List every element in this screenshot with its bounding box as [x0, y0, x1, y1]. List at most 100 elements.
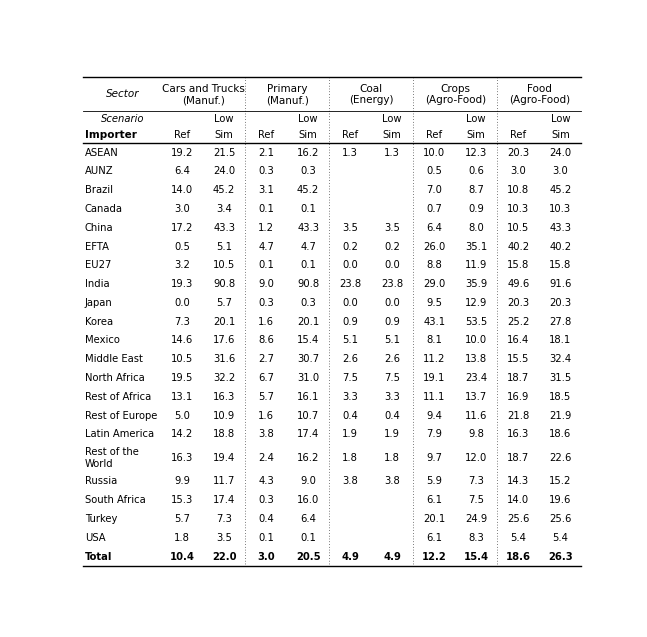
Text: 35.9: 35.9	[465, 279, 487, 289]
Text: Ref: Ref	[258, 130, 274, 140]
Text: 1.9: 1.9	[384, 429, 400, 440]
Text: Canada: Canada	[85, 204, 123, 214]
Text: 19.3: 19.3	[171, 279, 193, 289]
Text: Low: Low	[466, 114, 486, 124]
Text: 19.4: 19.4	[213, 453, 236, 463]
Text: Low: Low	[214, 114, 234, 124]
Text: 2.6: 2.6	[342, 354, 358, 364]
Text: Food
(Agro-Food): Food (Agro-Food)	[509, 83, 570, 105]
Text: 16.4: 16.4	[507, 336, 529, 345]
Text: 0.1: 0.1	[258, 261, 274, 270]
Text: Primary
(Manuf.): Primary (Manuf.)	[266, 83, 309, 105]
Text: 17.4: 17.4	[297, 429, 320, 440]
Text: Total: Total	[85, 552, 113, 562]
Text: 9.4: 9.4	[426, 411, 442, 420]
Text: 15.4: 15.4	[297, 336, 320, 345]
Text: 43.3: 43.3	[297, 223, 319, 233]
Text: 0.1: 0.1	[300, 204, 316, 214]
Text: 6.4: 6.4	[300, 514, 316, 524]
Text: 14.6: 14.6	[171, 336, 193, 345]
Text: 3.8: 3.8	[342, 476, 358, 487]
Text: 10.0: 10.0	[465, 336, 487, 345]
Text: 20.1: 20.1	[297, 317, 320, 327]
Text: India: India	[85, 279, 109, 289]
Text: 23.8: 23.8	[339, 279, 361, 289]
Text: 21.5: 21.5	[213, 148, 236, 157]
Text: 0.1: 0.1	[258, 533, 274, 543]
Text: 26.0: 26.0	[423, 241, 445, 252]
Text: 35.1: 35.1	[465, 241, 487, 252]
Text: 10.5: 10.5	[507, 223, 529, 233]
Text: 0.4: 0.4	[258, 514, 274, 524]
Text: 3.5: 3.5	[384, 223, 400, 233]
Text: 5.7: 5.7	[174, 514, 190, 524]
Text: 24.0: 24.0	[213, 166, 236, 176]
Text: 0.3: 0.3	[258, 495, 274, 505]
Text: 6.4: 6.4	[174, 166, 190, 176]
Text: 14.0: 14.0	[171, 185, 193, 195]
Text: 2.1: 2.1	[258, 148, 274, 157]
Text: 6.7: 6.7	[258, 373, 274, 383]
Text: Ref: Ref	[174, 130, 190, 140]
Text: 9.9: 9.9	[174, 476, 190, 487]
Text: 0.5: 0.5	[426, 166, 442, 176]
Text: 9.8: 9.8	[468, 429, 484, 440]
Text: 1.3: 1.3	[384, 148, 400, 157]
Text: 4.9: 4.9	[341, 552, 359, 562]
Text: Japan: Japan	[85, 298, 113, 308]
Text: 0.1: 0.1	[258, 204, 274, 214]
Text: 8.7: 8.7	[468, 185, 484, 195]
Text: 8.3: 8.3	[468, 533, 484, 543]
Text: 1.8: 1.8	[174, 533, 190, 543]
Text: 31.6: 31.6	[213, 354, 236, 364]
Text: Latin America: Latin America	[85, 429, 154, 440]
Text: Sim: Sim	[467, 130, 486, 140]
Text: 16.9: 16.9	[507, 392, 529, 402]
Text: 19.2: 19.2	[171, 148, 193, 157]
Text: 7.0: 7.0	[426, 185, 442, 195]
Text: 3.0: 3.0	[258, 552, 275, 562]
Text: 19.1: 19.1	[423, 373, 445, 383]
Text: 0.7: 0.7	[426, 204, 442, 214]
Text: 1.3: 1.3	[342, 148, 358, 157]
Text: 4.3: 4.3	[258, 476, 274, 487]
Text: Sim: Sim	[551, 130, 569, 140]
Text: Russia: Russia	[85, 476, 117, 487]
Text: 16.1: 16.1	[297, 392, 320, 402]
Text: 91.6: 91.6	[549, 279, 571, 289]
Text: 32.2: 32.2	[213, 373, 236, 383]
Text: 12.9: 12.9	[465, 298, 487, 308]
Text: 15.4: 15.4	[464, 552, 489, 562]
Text: Rest of Africa: Rest of Africa	[85, 392, 151, 402]
Text: 0.4: 0.4	[384, 411, 400, 420]
Text: 3.8: 3.8	[258, 429, 274, 440]
Text: 8.1: 8.1	[426, 336, 442, 345]
Text: 10.3: 10.3	[507, 204, 529, 214]
Text: 16.3: 16.3	[507, 429, 529, 440]
Text: AUNZ: AUNZ	[85, 166, 113, 176]
Text: 3.0: 3.0	[553, 166, 568, 176]
Text: EFTA: EFTA	[85, 241, 109, 252]
Text: 5.1: 5.1	[384, 336, 400, 345]
Text: 10.9: 10.9	[213, 411, 236, 420]
Text: 20.3: 20.3	[507, 148, 529, 157]
Text: 3.2: 3.2	[174, 261, 190, 270]
Text: 45.2: 45.2	[213, 185, 236, 195]
Text: 6.1: 6.1	[426, 495, 443, 505]
Text: 5.1: 5.1	[216, 241, 232, 252]
Text: 1.8: 1.8	[342, 453, 358, 463]
Text: 6.4: 6.4	[426, 223, 442, 233]
Text: 17.2: 17.2	[171, 223, 193, 233]
Text: 15.5: 15.5	[507, 354, 529, 364]
Text: 17.6: 17.6	[213, 336, 236, 345]
Text: 4.7: 4.7	[300, 241, 316, 252]
Text: 10.3: 10.3	[549, 204, 571, 214]
Text: 7.3: 7.3	[468, 476, 484, 487]
Text: 12.2: 12.2	[422, 552, 446, 562]
Text: 25.6: 25.6	[507, 514, 529, 524]
Text: 29.0: 29.0	[423, 279, 445, 289]
Text: 25.6: 25.6	[549, 514, 571, 524]
Text: Sim: Sim	[299, 130, 318, 140]
Text: 45.2: 45.2	[549, 185, 571, 195]
Text: 1.8: 1.8	[384, 453, 400, 463]
